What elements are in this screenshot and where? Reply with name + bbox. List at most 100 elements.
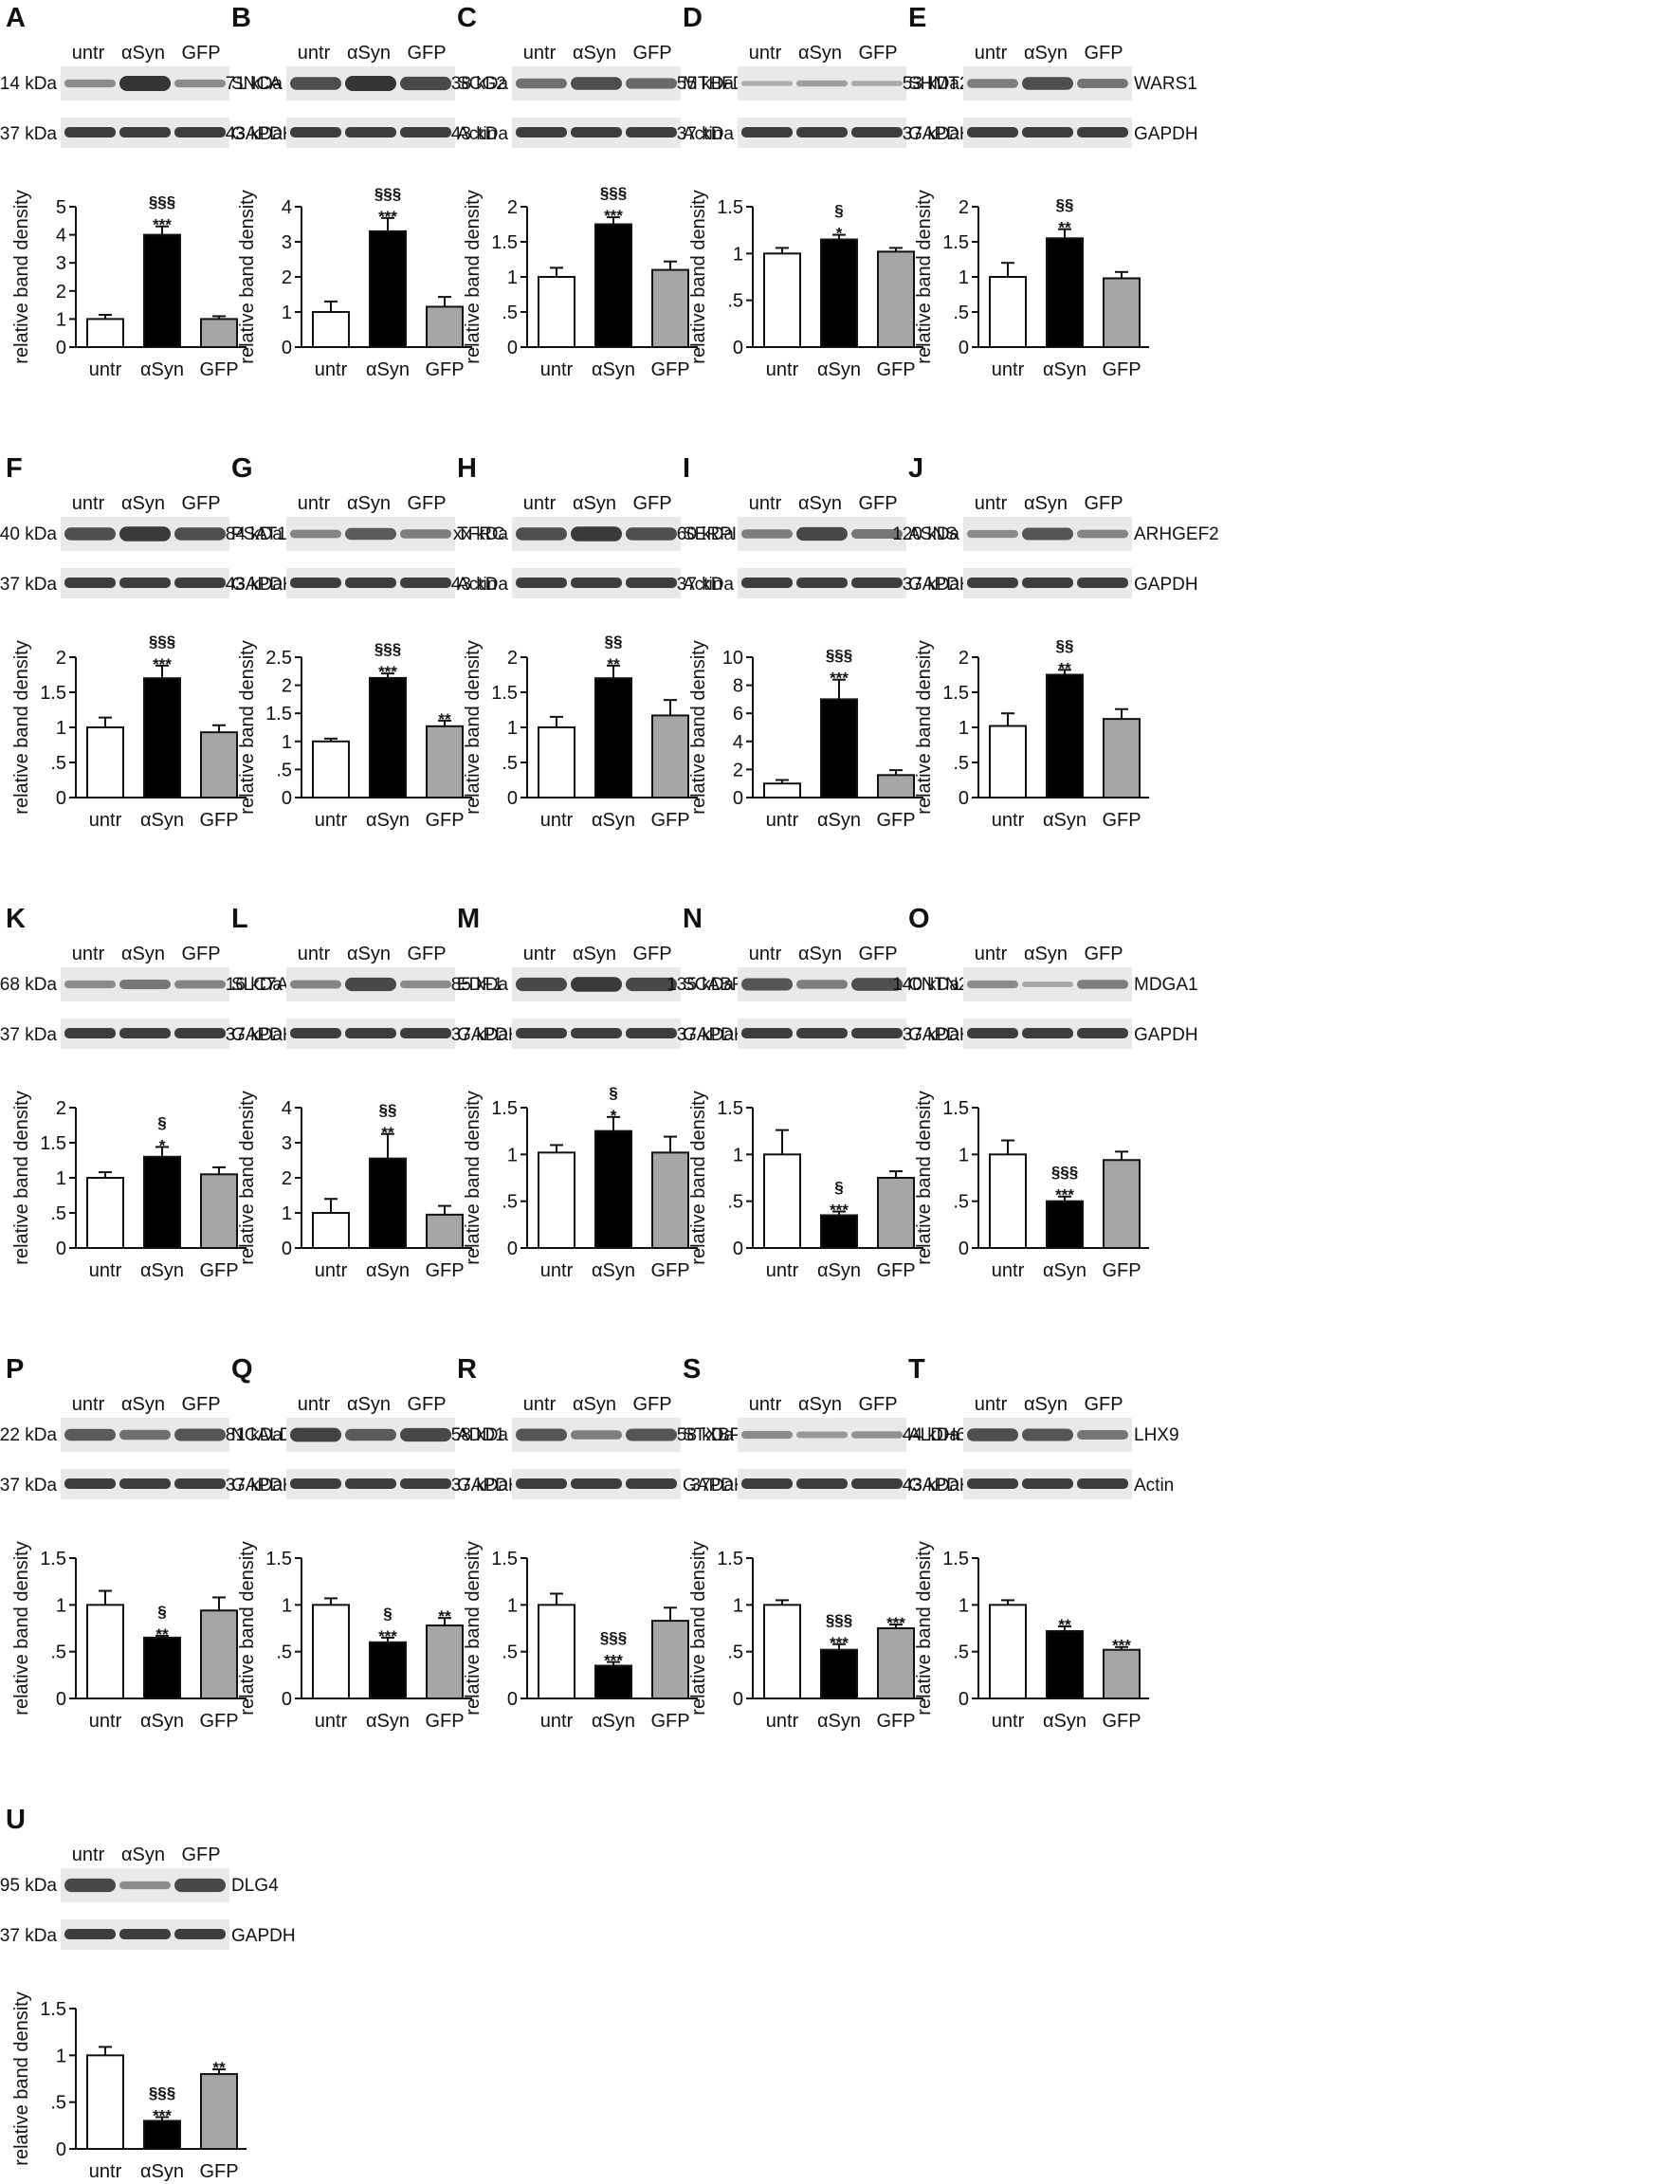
significance-mark: *** — [153, 216, 172, 234]
blot-band-loading — [400, 127, 451, 138]
y-tick-label: 1.5 — [942, 683, 969, 704]
blot-target-name: ADD1 — [457, 1425, 505, 1445]
blot-band-target — [796, 980, 848, 989]
blot-band-loading — [290, 578, 341, 588]
blot-target-name: SLC7A1 — [231, 975, 299, 995]
y-tick-label: 1 — [282, 732, 292, 753]
y-axis-label: relative band density — [237, 190, 258, 363]
y-tick-label: 0 — [507, 338, 518, 358]
blot-band-target — [1022, 982, 1073, 987]
x-category-label: untr — [766, 1260, 799, 1281]
x-category-label: untr — [315, 810, 348, 831]
x-category-label: αSyn — [1043, 810, 1087, 831]
panel-label: H — [457, 453, 477, 484]
blot-loading-name: GAPDH — [231, 575, 296, 595]
blot-band-target — [119, 980, 171, 989]
significance-mark: §§§ — [826, 1611, 852, 1629]
y-tick-label: 1 — [507, 718, 518, 739]
blot-lane-label: αSyn — [1024, 43, 1068, 64]
x-category-label: untr — [540, 810, 574, 831]
significance-mark: §§§ — [374, 640, 401, 658]
y-tick-label: 1 — [733, 244, 743, 265]
y-tick-label: 1.5 — [491, 232, 518, 253]
panel-label: C — [457, 3, 477, 33]
blot-lane-label: GFP — [858, 1394, 897, 1415]
blot-loading-mw: 37 kDa — [0, 124, 57, 144]
blot-loading-mw: 43 kDa — [903, 1476, 960, 1496]
blot-lane-label: untr — [72, 493, 105, 514]
bar-gfp — [426, 725, 464, 799]
significance-mark: § — [383, 1605, 392, 1623]
blot-lane-label: GFP — [181, 944, 220, 964]
blot-band-target — [967, 79, 1018, 88]
bar-untr — [763, 782, 801, 799]
bar-asyn — [143, 2120, 181, 2150]
x-category-label: GFP — [425, 359, 464, 380]
y-tick-label: 1 — [959, 1595, 969, 1616]
x-category-label: αSyn — [592, 359, 635, 380]
blot-loading-mw: 37 kDa — [903, 124, 960, 144]
blot-strip-target — [738, 66, 906, 101]
blot-band-loading — [1077, 578, 1128, 588]
significance-mark: §§§ — [374, 185, 401, 203]
x-category-label: GFP — [1102, 810, 1141, 831]
bar-asyn — [594, 1129, 632, 1250]
y-tick-label: 0 — [56, 788, 66, 809]
x-category-label: αSyn — [140, 2161, 184, 2182]
blot-band-loading — [119, 1478, 171, 1489]
blot-band-target — [345, 1428, 396, 1441]
blot-loading-name: GAPDH — [683, 1476, 747, 1496]
blot-band-target — [741, 81, 793, 86]
bar-gfp — [877, 250, 915, 348]
blot-band-loading — [400, 1028, 451, 1038]
blot-band-loading — [571, 578, 622, 588]
blot-loading-mw: 37 kDa — [451, 1025, 509, 1045]
blot-target-name: ARHGEF2 — [1134, 524, 1219, 544]
blot-lane-label: GFP — [407, 944, 446, 964]
blot-target-mw: 38 kDa — [451, 74, 509, 94]
y-tick-label: 2 — [56, 282, 66, 303]
blot-lane-label: untr — [749, 944, 782, 964]
y-tick-label: 1 — [282, 1595, 292, 1616]
blot-target-mw: 58 kDa — [451, 1425, 509, 1445]
significance-mark: ** — [1058, 659, 1071, 677]
blot-band-loading — [626, 1028, 677, 1038]
y-axis-label: relative band density — [11, 1541, 32, 1715]
bar-gfp — [200, 318, 238, 348]
y-tick-label: 1.5 — [265, 704, 292, 725]
y-axis-label: relative band density — [11, 1091, 32, 1264]
blot-loading-mw: 37 kDa — [677, 1025, 735, 1045]
y-tick-label: 4 — [56, 226, 66, 247]
x-category-label: GFP — [1102, 1260, 1141, 1281]
blot-band-loading — [851, 127, 903, 138]
blot-loading-name: Actin — [683, 124, 722, 144]
y-tick-label: .5 — [276, 760, 292, 780]
blot-band-target — [626, 78, 677, 89]
x-category-label: GFP — [1102, 359, 1141, 380]
blot-target-mw: 84 kDa — [226, 524, 283, 544]
bar-untr — [312, 1212, 350, 1249]
blot-band-target — [967, 1428, 1018, 1441]
x-category-label: αSyn — [366, 1711, 410, 1732]
x-category-label: GFP — [1102, 1711, 1141, 1732]
x-category-label: GFP — [876, 359, 915, 380]
blot-band-target — [571, 1430, 622, 1440]
blot-loading-name: GAPDH — [231, 1025, 296, 1045]
blot-strip-target — [738, 1418, 906, 1452]
blot-loading-name: GAPDH — [908, 1476, 973, 1496]
blot-loading-mw: 37 kDa — [0, 575, 57, 595]
significance-mark: *** — [830, 1202, 849, 1220]
y-axis-label: relative band density — [11, 640, 32, 814]
blot-band-loading — [290, 1478, 341, 1489]
y-tick-label: .5 — [50, 2093, 66, 2114]
blot-band-target — [1022, 1428, 1073, 1441]
y-axis-label: relative band density — [463, 1541, 484, 1715]
bar-gfp — [877, 1177, 915, 1249]
blot-lane-label: untr — [298, 493, 331, 514]
x-category-label: untr — [766, 810, 799, 831]
y-tick-label: 1.5 — [40, 1549, 66, 1569]
blot-target-mw: 135 kDa — [667, 975, 734, 995]
panel-label: P — [6, 1354, 24, 1385]
